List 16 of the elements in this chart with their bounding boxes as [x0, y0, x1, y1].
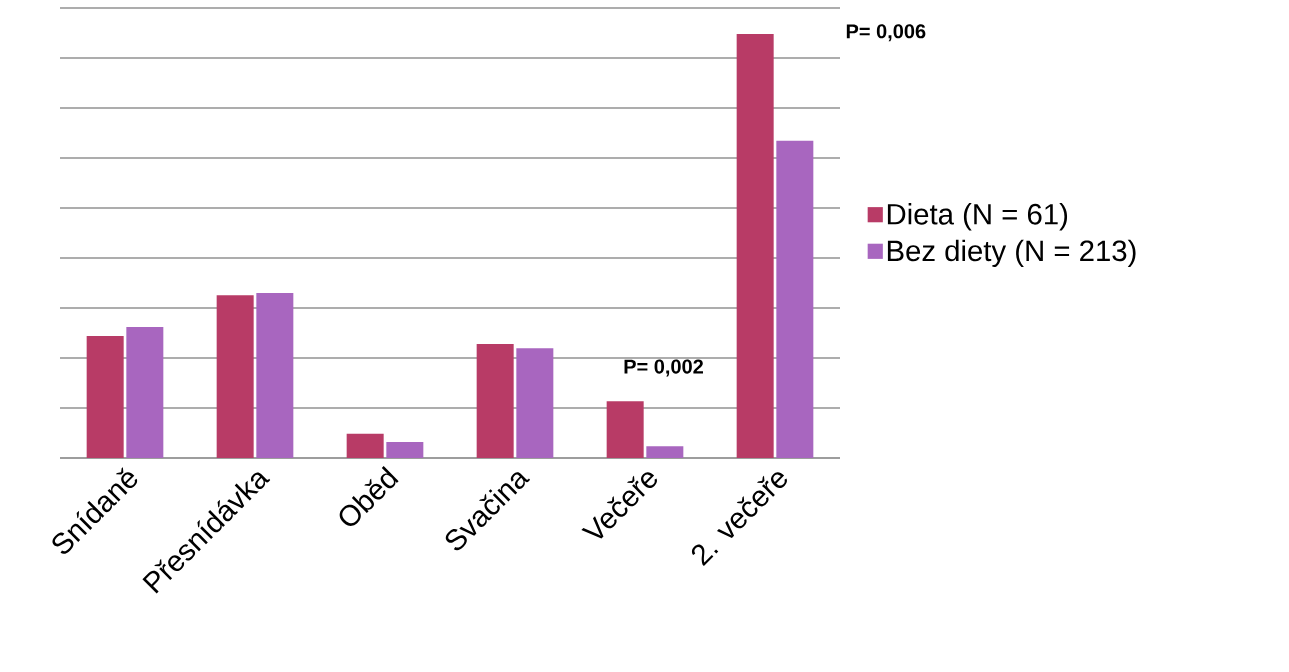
legend-label: Dieta (N = 61) — [887, 203, 1068, 231]
bar — [86, 335, 124, 458]
bar — [476, 343, 514, 458]
bar — [216, 295, 254, 458]
bar — [126, 326, 164, 458]
bar — [606, 401, 644, 458]
text: P= 0,006 — [846, 24, 926, 42]
bar — [516, 348, 554, 458]
bar — [776, 140, 814, 458]
bar — [386, 441, 424, 458]
annotation: P= 0,002 — [624, 359, 703, 377]
bar — [256, 293, 294, 458]
bar — [346, 433, 384, 458]
bar — [736, 34, 774, 458]
legend-label: Bez diety (N = 213) — [887, 239, 1136, 268]
bar — [646, 446, 684, 458]
